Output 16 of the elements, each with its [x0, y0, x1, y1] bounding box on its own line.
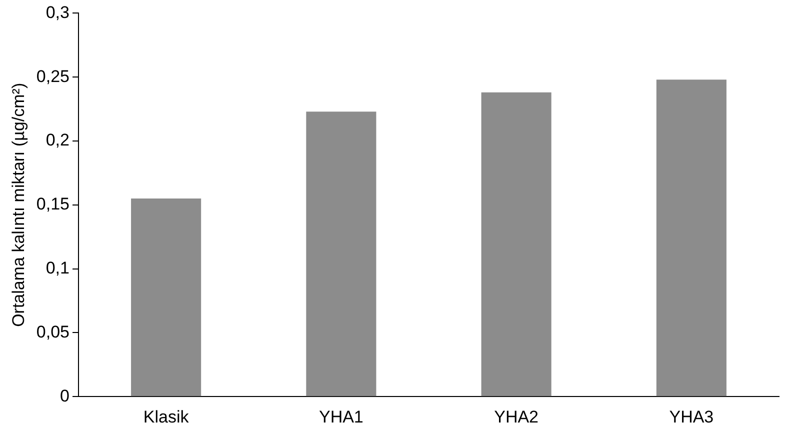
- y-tick-label: 0: [60, 386, 70, 406]
- x-tick-label: YHA3: [669, 407, 714, 426]
- bar: [131, 198, 202, 396]
- y-tick-label: 0,05: [36, 322, 70, 342]
- bar: [481, 92, 552, 396]
- y-tick-label: 0,3: [46, 2, 70, 22]
- y-tick-label: 0,25: [36, 66, 70, 86]
- bar: [306, 112, 376, 396]
- y-tick-label: 0,2: [46, 130, 70, 150]
- bar: [656, 80, 726, 396]
- y-tick-label: 0,15: [36, 194, 70, 214]
- y-axis-title: Ortalama kalıntı miktarı (µg/cm²): [8, 82, 28, 327]
- x-tick-label: Klasik: [143, 407, 190, 426]
- x-tick-label: YHA1: [318, 407, 364, 426]
- x-tick-label: YHA2: [494, 407, 539, 426]
- y-tick-label: 0,1: [46, 258, 70, 278]
